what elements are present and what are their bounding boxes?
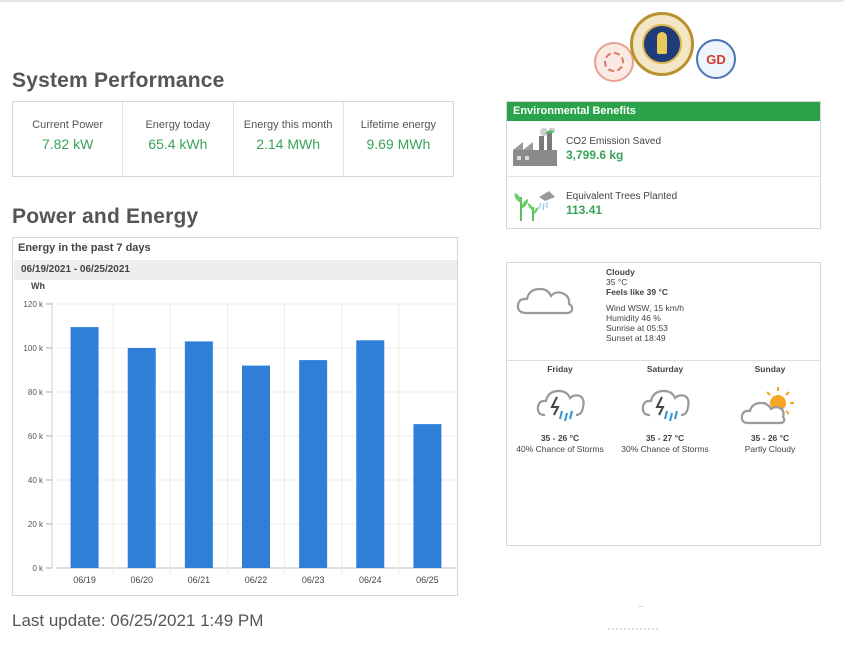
forecast-day-name: Saturday <box>646 364 684 374</box>
faded-mark <box>638 606 644 607</box>
weather-card: Cloudy 35 °C Feels like 39 °C Wind WSW, … <box>506 262 821 546</box>
forecast-temp: 35 - 27 °C <box>645 433 685 443</box>
forecast-day-sunday: Sunday 35 - 26 °C Partly Cloudy <box>720 364 820 454</box>
trees-value: 113.41 <box>566 203 603 217</box>
top-divider <box>0 0 844 2</box>
forecast-condition: 30% Chance of Storms <box>621 444 709 454</box>
bar-06-20 <box>127 348 156 568</box>
x-tick-label: 06/19 <box>73 575 96 585</box>
metric-value: 9.69 MWh <box>366 136 431 152</box>
metric-label: Energy this month <box>243 119 333 131</box>
weather-current-info: Cloudy 35 °C Feels like 39 °C Wind WSW, … <box>606 267 684 343</box>
forecast-day-name: Friday <box>547 364 573 374</box>
x-tick-label: 06/20 <box>130 575 153 585</box>
metric-label: Lifetime energy <box>360 119 436 131</box>
forecast-day-friday: Friday 35 - 26 °C 40% Chance of Storms <box>510 364 610 454</box>
cloud-icon <box>516 287 574 315</box>
university-seal-logo <box>630 12 694 76</box>
bar-06-19 <box>70 327 99 568</box>
trees-label: Equivalent Trees Planted <box>566 191 678 202</box>
forecast-condition: 40% Chance of Storms <box>516 444 604 454</box>
storm-icon <box>536 389 585 422</box>
metric-value: 2.14 MWh <box>256 136 321 152</box>
factory-icon <box>513 128 557 166</box>
bar-06-24 <box>356 340 385 568</box>
y-tick-label: 120 k <box>23 300 44 309</box>
y-tick-label: 60 k <box>28 432 44 441</box>
bar-06-25 <box>413 424 442 568</box>
faded-divider <box>608 628 658 634</box>
y-tick-label: 40 k <box>28 476 44 485</box>
y-tick-label: 0 k <box>32 564 44 573</box>
metric-label: Energy today <box>145 119 211 131</box>
system-performance-heading: System Performance <box>12 69 225 92</box>
last-update-text: Last update: 06/25/2021 1:49 PM <box>12 611 264 630</box>
forecast-temp: 35 - 26 °C <box>540 433 580 443</box>
x-tick-label: 06/24 <box>359 575 382 585</box>
weather-wind: Wind WSW, 15 km/h <box>606 303 684 313</box>
weather-sunset: Sunset at 18:49 <box>606 333 666 343</box>
metric-value: 7.82 kW <box>41 136 94 152</box>
weather-feels-like: Feels like 39 °C <box>606 287 668 297</box>
power-energy-heading: Power and Energy <box>12 205 199 228</box>
bar-06-22 <box>242 365 270 568</box>
forecast-condition: Partly Cloudy <box>744 444 796 454</box>
weather-temp: 35 °C <box>606 277 628 287</box>
metric-lifetime-energy: Lifetime energy 9.69 MWh <box>344 102 453 176</box>
bar-06-21 <box>184 341 213 568</box>
x-tick-label: 06/22 <box>245 575 268 585</box>
y-tick-label: 20 k <box>28 520 44 529</box>
forecast-day-saturday: Saturday 35 - 27 °C 30% Chance of Storms <box>615 364 715 454</box>
y-tick-label: 100 k <box>23 344 44 353</box>
metric-value: 65.4 kWh <box>148 136 208 152</box>
x-tick-label: 06/21 <box>188 575 211 585</box>
bar-06-23 <box>299 360 328 568</box>
weather-condition: Cloudy <box>606 267 635 277</box>
x-tick-label: 06/23 <box>302 575 325 585</box>
weather-current: Cloudy 35 °C Feels like 39 °C Wind WSW, … <box>507 263 820 361</box>
trees-planted-row: Equivalent Trees Planted 113.41 <box>507 177 820 231</box>
partly-cloudy-icon <box>740 387 794 425</box>
environmental-benefits-header: Environmental Benefits <box>507 102 820 121</box>
energy-bar-chart: Wh 0 k 20 k 40 k 60 k 80 k 100 k 120 k 06/19 06/2… <box>23 281 456 585</box>
trees-watering-icon <box>514 191 555 221</box>
x-tick-label: 06/25 <box>416 575 439 585</box>
y-axis-label: Wh <box>31 281 45 291</box>
gd-logo: GD <box>696 39 736 79</box>
metric-energy-month: Energy this month 2.14 MWh <box>234 102 344 176</box>
storm-icon <box>641 389 690 422</box>
forecast-temp: 35 - 26 °C <box>750 433 790 443</box>
metric-energy-today: Energy today 65.4 kWh <box>123 102 234 176</box>
chart-title: Energy in the past 7 days <box>18 242 151 254</box>
environmental-benefits-card: Environmental Benefits CO2 Emission Save… <box>506 101 821 229</box>
co2-label: CO2 Emission Saved <box>566 136 662 147</box>
org-logo-left <box>594 42 634 82</box>
chart-date-range: 06/19/2021 - 06/25/2021 <box>14 260 457 280</box>
y-tick-label: 80 k <box>28 388 44 397</box>
energy-chart-panel: Energy in the past 7 days 06/19/2021 - 0… <box>12 237 458 596</box>
weather-sunrise: Sunrise at 05:53 <box>606 323 668 333</box>
forecast-day-name: Sunday <box>754 364 786 374</box>
co2-value: 3,799.6 kg <box>566 148 624 162</box>
weather-humidity: Humidity 46 % <box>606 313 661 323</box>
metric-label: Current Power <box>32 119 104 131</box>
metric-current-power: Current Power 7.82 kW <box>13 102 124 176</box>
co2-saved-row: CO2 Emission Saved 3,799.6 kg <box>507 122 820 177</box>
system-performance-card: Current Power 7.82 kW Energy today 65.4 … <box>12 101 454 177</box>
